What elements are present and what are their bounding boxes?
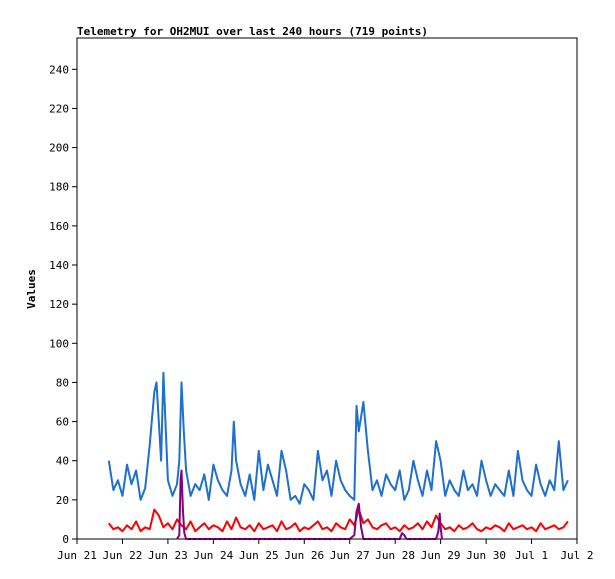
series-layer (107, 371, 569, 540)
y-axis-label: Values (25, 269, 38, 309)
x-tick-label: Jun 30 (466, 549, 506, 562)
x-tick-label: Jul 1 (515, 549, 548, 562)
x-tick-label: Jun 28 (375, 549, 415, 562)
y-tick-label: 100 (49, 337, 69, 350)
series-line-2 (176, 469, 443, 540)
y-tick-label: 20 (56, 494, 69, 507)
x-axis: Jun 21 Jun 22 Jun 23 Jun 24 Jun 25 Jun 26 Jun … (57, 539, 594, 562)
y-tick-label: 180 (49, 181, 69, 194)
x-tick-label: Jun 23 (148, 549, 188, 562)
y-tick-label: 160 (49, 220, 69, 233)
x-tick-label: Jun 27 (330, 549, 370, 562)
x-tick-label: Jun 29 (421, 549, 461, 562)
y-tick-label: 220 (49, 102, 69, 115)
plot-area (76, 37, 578, 540)
y-tick-label: 140 (49, 259, 69, 272)
x-tick-label: Jun 22 (103, 549, 143, 562)
y-tick-label: 240 (49, 63, 69, 76)
x-tick-label: Jun 21 (57, 549, 97, 562)
y-tick-label: 0 (62, 533, 69, 546)
series-line-1 (108, 508, 569, 533)
x-tick-label: Jun 24 (193, 549, 233, 562)
y-axis: 0 20 40 60 80 100 120 140 160 180 200 220 240 (49, 63, 77, 546)
x-tick-label: Jul 2 (560, 549, 593, 562)
y-tick-label: 40 (56, 455, 69, 468)
series-line-0 (107, 371, 569, 505)
y-tick-label: 80 (56, 376, 69, 389)
y-tick-label: 60 (56, 416, 69, 429)
x-tick-label: Jun 25 (239, 549, 279, 562)
y-tick-label: 120 (49, 298, 69, 311)
chart-title: Telemetry for OH2MUI over last 240 hours… (77, 25, 428, 38)
x-tick-label: Jun 26 (284, 549, 324, 562)
y-tick-label: 200 (49, 142, 69, 155)
